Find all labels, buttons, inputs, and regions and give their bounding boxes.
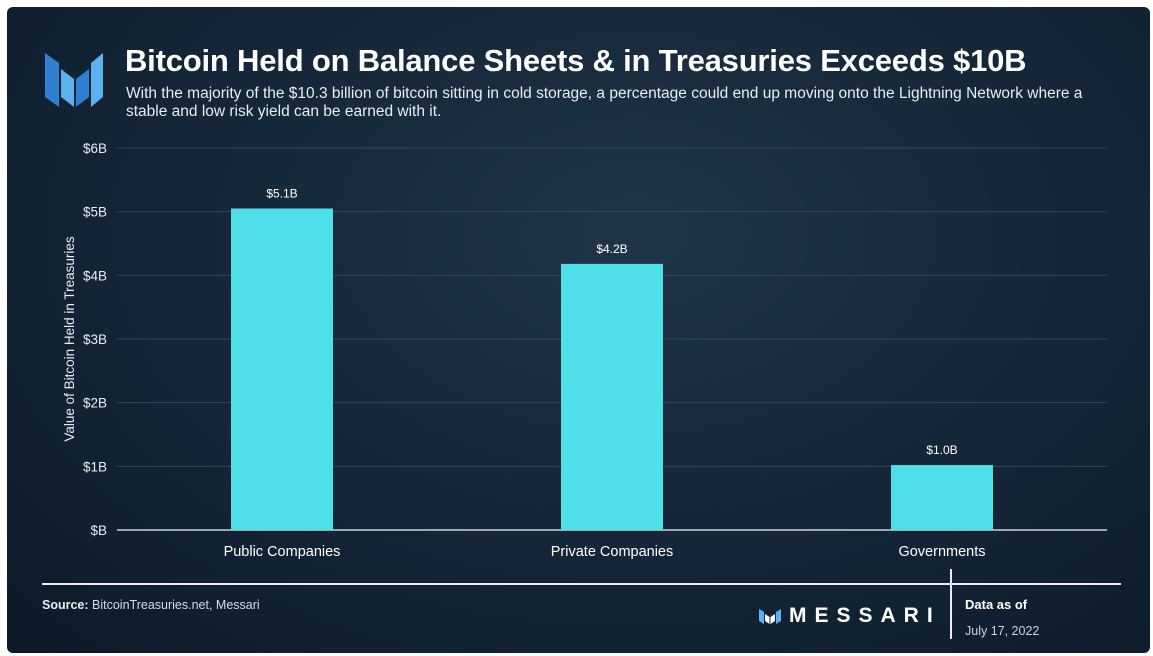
bar — [891, 465, 993, 530]
source-label: Source: — [42, 598, 89, 612]
footer-divider — [42, 583, 1121, 585]
y-tick-label: $1B — [83, 459, 107, 474]
brand-name: MESSARI — [789, 604, 941, 627]
chart-subtitle: With the majority of the $10.3 billion o… — [126, 85, 1083, 120]
footer-vertical-divider — [950, 569, 952, 639]
messari-small-logo-icon — [759, 609, 781, 624]
y-axis-label: Value of Bitcoin Held in Treasuries — [62, 236, 77, 442]
data-label: $4.2B — [596, 242, 627, 256]
source-text: BitcoinTreasuries.net, Messari — [88, 598, 260, 612]
messari-logo-icon — [45, 53, 103, 107]
data-label: $5.1B — [266, 186, 297, 200]
y-tick-label: $6B — [83, 141, 107, 156]
y-tick-label: $3B — [83, 332, 107, 347]
y-tick-label: $B — [90, 523, 107, 538]
y-tick-label: $4B — [83, 268, 107, 283]
data-label: $1.0B — [926, 443, 957, 457]
x-tick-label: Private Companies — [551, 544, 674, 560]
y-tick-label: $5B — [83, 205, 107, 220]
source-note: Source: BitcoinTreasuries.net, Messari — [42, 598, 260, 612]
date-value: July 17, 2022 — [965, 624, 1040, 638]
x-tick-label: Public Companies — [224, 544, 341, 560]
bar — [231, 208, 333, 530]
chart-card: Bitcoin Held on Balance Sheets & in Trea… — [7, 7, 1150, 653]
chart-title: Bitcoin Held on Balance Sheets & in Trea… — [125, 43, 1027, 78]
x-tick-label: Governments — [898, 544, 985, 560]
y-tick-label: $2B — [83, 396, 107, 411]
date-label: Data as of — [965, 597, 1028, 612]
bar-chart: $B $1B $2B $3B $4B $5B $6B Value of Bitcoin Hel… — [62, 141, 1107, 560]
bar — [561, 263, 663, 530]
brand-mark: MESSARI — [759, 603, 941, 629]
